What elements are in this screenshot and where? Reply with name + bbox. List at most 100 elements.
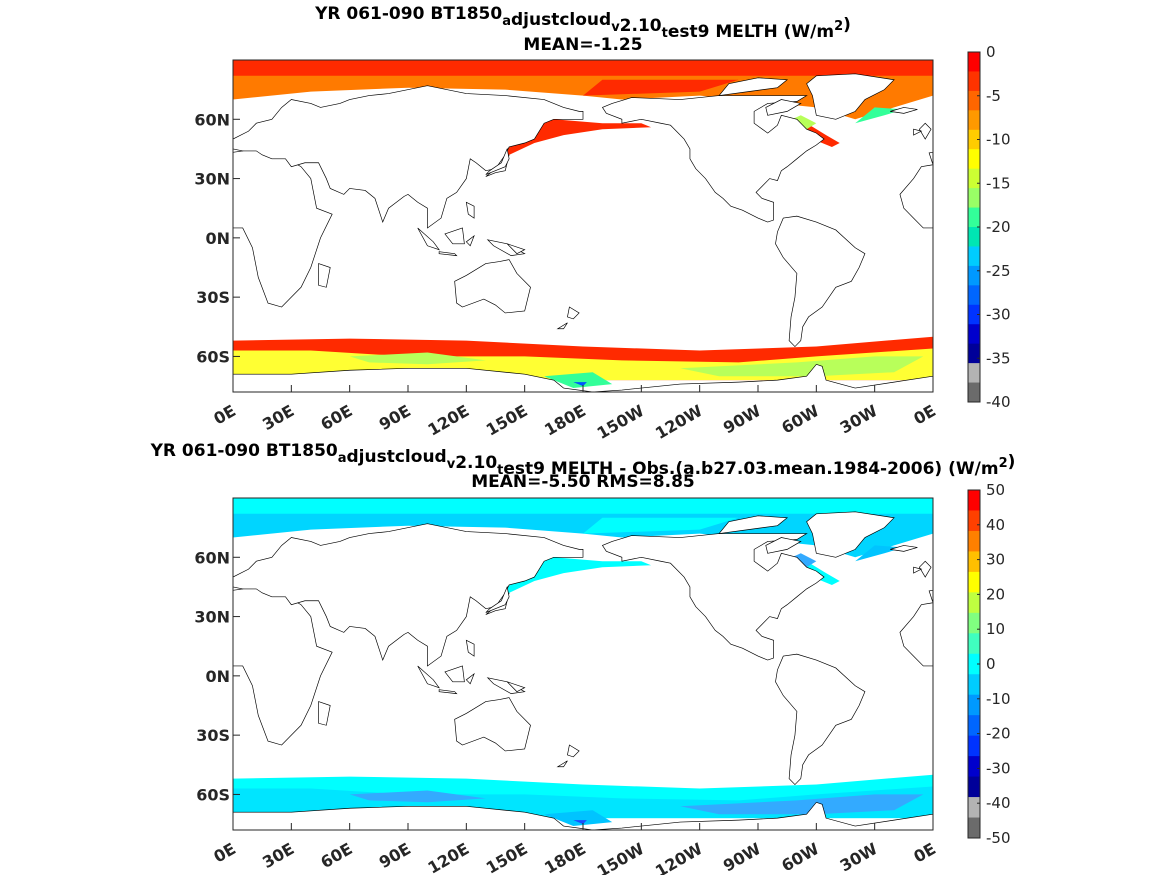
land-outline <box>439 252 457 256</box>
colorbar-tick-label: 50 <box>986 481 1005 499</box>
land-outline <box>455 698 531 751</box>
lon-tick-label: 30W <box>837 401 881 438</box>
colorbar-swatch <box>968 510 980 532</box>
title-part: v <box>447 457 456 472</box>
colorbar-tick-label: -20 <box>986 725 1011 743</box>
colorbar-swatch <box>968 207 980 228</box>
colorbar-swatch <box>968 265 980 286</box>
colorbar-swatch <box>968 715 980 737</box>
land-outline <box>558 761 568 767</box>
lon-tick-label: 60W <box>778 401 822 438</box>
colorbar-swatch <box>968 735 980 757</box>
lat-tick-label: 30N <box>194 608 230 627</box>
land-outline <box>890 545 917 551</box>
lat-tick-label: 60N <box>194 548 230 567</box>
arctic-inner <box>583 79 739 96</box>
lon-tick-label: 180E <box>541 401 589 440</box>
land-outline <box>900 585 933 745</box>
lat-tick-label: 60N <box>194 110 230 129</box>
colorbar-tick-label: -30 <box>986 759 1011 777</box>
lon-tick-labels: 0E 30E 60E 90E 120E 150E 180E 150W 120W 90W 60W 30W… <box>210 385 939 443</box>
lon-tick-label: 90E <box>376 839 414 872</box>
colorbar-swatch <box>968 168 980 189</box>
colorbar-swatch <box>968 653 980 675</box>
colorbar-tick-label: -25 <box>986 262 1011 280</box>
colorbar-swatch <box>968 592 980 614</box>
colorbar: 0 -5 -10 -15 -20 -25 -30 -35 -40 <box>967 43 1011 411</box>
land-outline <box>719 78 787 96</box>
panel-bottom: YR 061-090 BT1850adjustcloudv2.10test9 M… <box>150 441 1016 875</box>
land-outline <box>914 129 922 135</box>
title-part: 2 <box>999 456 1008 471</box>
lon-tick-label: 90E <box>376 401 414 434</box>
lon-tick-label: 0E <box>210 401 239 428</box>
land-outline <box>766 100 801 116</box>
lat-tick-label: 30S <box>196 288 230 307</box>
land-outline <box>719 516 787 534</box>
colorbar-tick-label: -20 <box>986 218 1011 236</box>
land-outline <box>233 86 583 228</box>
lon-tick-label: 150W <box>594 401 648 443</box>
title-part: YR 061-090 BT1850 <box>314 4 502 24</box>
colorbar-tick-label: 40 <box>986 516 1005 534</box>
land-outline <box>933 100 991 140</box>
title-part: a <box>502 14 511 29</box>
land-outline <box>567 307 579 319</box>
land-outline <box>914 567 922 573</box>
land-outline <box>439 690 457 694</box>
lon-tick-label: 0E <box>910 839 939 866</box>
panel-top: YR 061-090 BT1850adjustcloudv2.10test9 M… <box>194 4 1011 443</box>
southern-ocean-patch <box>349 790 486 803</box>
title-part: 2 <box>834 19 843 34</box>
colorbar-tick-label: 10 <box>986 620 1005 638</box>
lon-tick-label: 120E <box>424 401 472 440</box>
land-outline <box>466 640 474 656</box>
panel-subtitle: MEAN=-5.50 RMS=8.85 <box>471 472 695 492</box>
colorbar-tick-label: 20 <box>986 585 1005 603</box>
land-outline <box>776 654 865 784</box>
colorbar-swatch <box>968 797 980 819</box>
southern-ocean-patch <box>349 352 486 365</box>
colorbar-swatch <box>968 674 980 696</box>
lat-tick-labels: 60N 30N 0N 30S 60S <box>194 548 240 804</box>
lon-tick-label: 120W <box>652 839 706 875</box>
land-outline <box>567 745 579 757</box>
land-outline <box>233 524 583 666</box>
colorbar-swatch <box>968 612 980 634</box>
lon-tick-label: 180E <box>541 839 589 875</box>
colorbar-swatch <box>968 304 980 325</box>
colorbar-swatch <box>968 71 980 92</box>
southern-ocean-patch <box>544 372 613 388</box>
map-frame <box>232 497 934 831</box>
colorbar-swatch <box>968 324 980 345</box>
map-frame <box>232 59 991 393</box>
title-part: ) <box>843 15 851 35</box>
colorbar-swatch <box>968 90 980 111</box>
colorbar-tick-label: 0 <box>986 43 996 61</box>
land-outline <box>807 512 895 557</box>
colorbar-swatch <box>968 52 980 72</box>
colorbar-swatch <box>968 188 980 209</box>
colorbar-swatch <box>968 633 980 655</box>
title-part: djustcloud <box>347 447 447 467</box>
panel-title: YR 061-090 BT1850adjustcloudv2.10test9 M… <box>314 4 851 42</box>
colorbar-tick-label: -5 <box>986 87 1001 105</box>
lat-tick-label: 30S <box>196 726 230 745</box>
land-outline <box>418 666 439 688</box>
lat-tick-label: 30N <box>194 170 230 189</box>
colorbar-swatch <box>968 110 980 131</box>
title-part: 2.10 <box>455 453 497 473</box>
colorbar-tick-label: 0 <box>986 655 996 673</box>
lon-tick-label: 30E <box>259 401 297 434</box>
land-outline <box>486 587 509 613</box>
colorbar-swatch <box>968 817 980 839</box>
southern-ocean-patch <box>680 794 924 815</box>
title-part: est9 MELTH (W/m <box>668 22 834 42</box>
title-part: t <box>662 26 668 41</box>
land-outline <box>466 202 474 218</box>
title-part: t <box>497 463 503 478</box>
land-outline <box>319 264 331 288</box>
colorbar-tick-label: -10 <box>986 131 1011 149</box>
land-outline <box>486 149 509 175</box>
land-outline <box>445 666 464 682</box>
